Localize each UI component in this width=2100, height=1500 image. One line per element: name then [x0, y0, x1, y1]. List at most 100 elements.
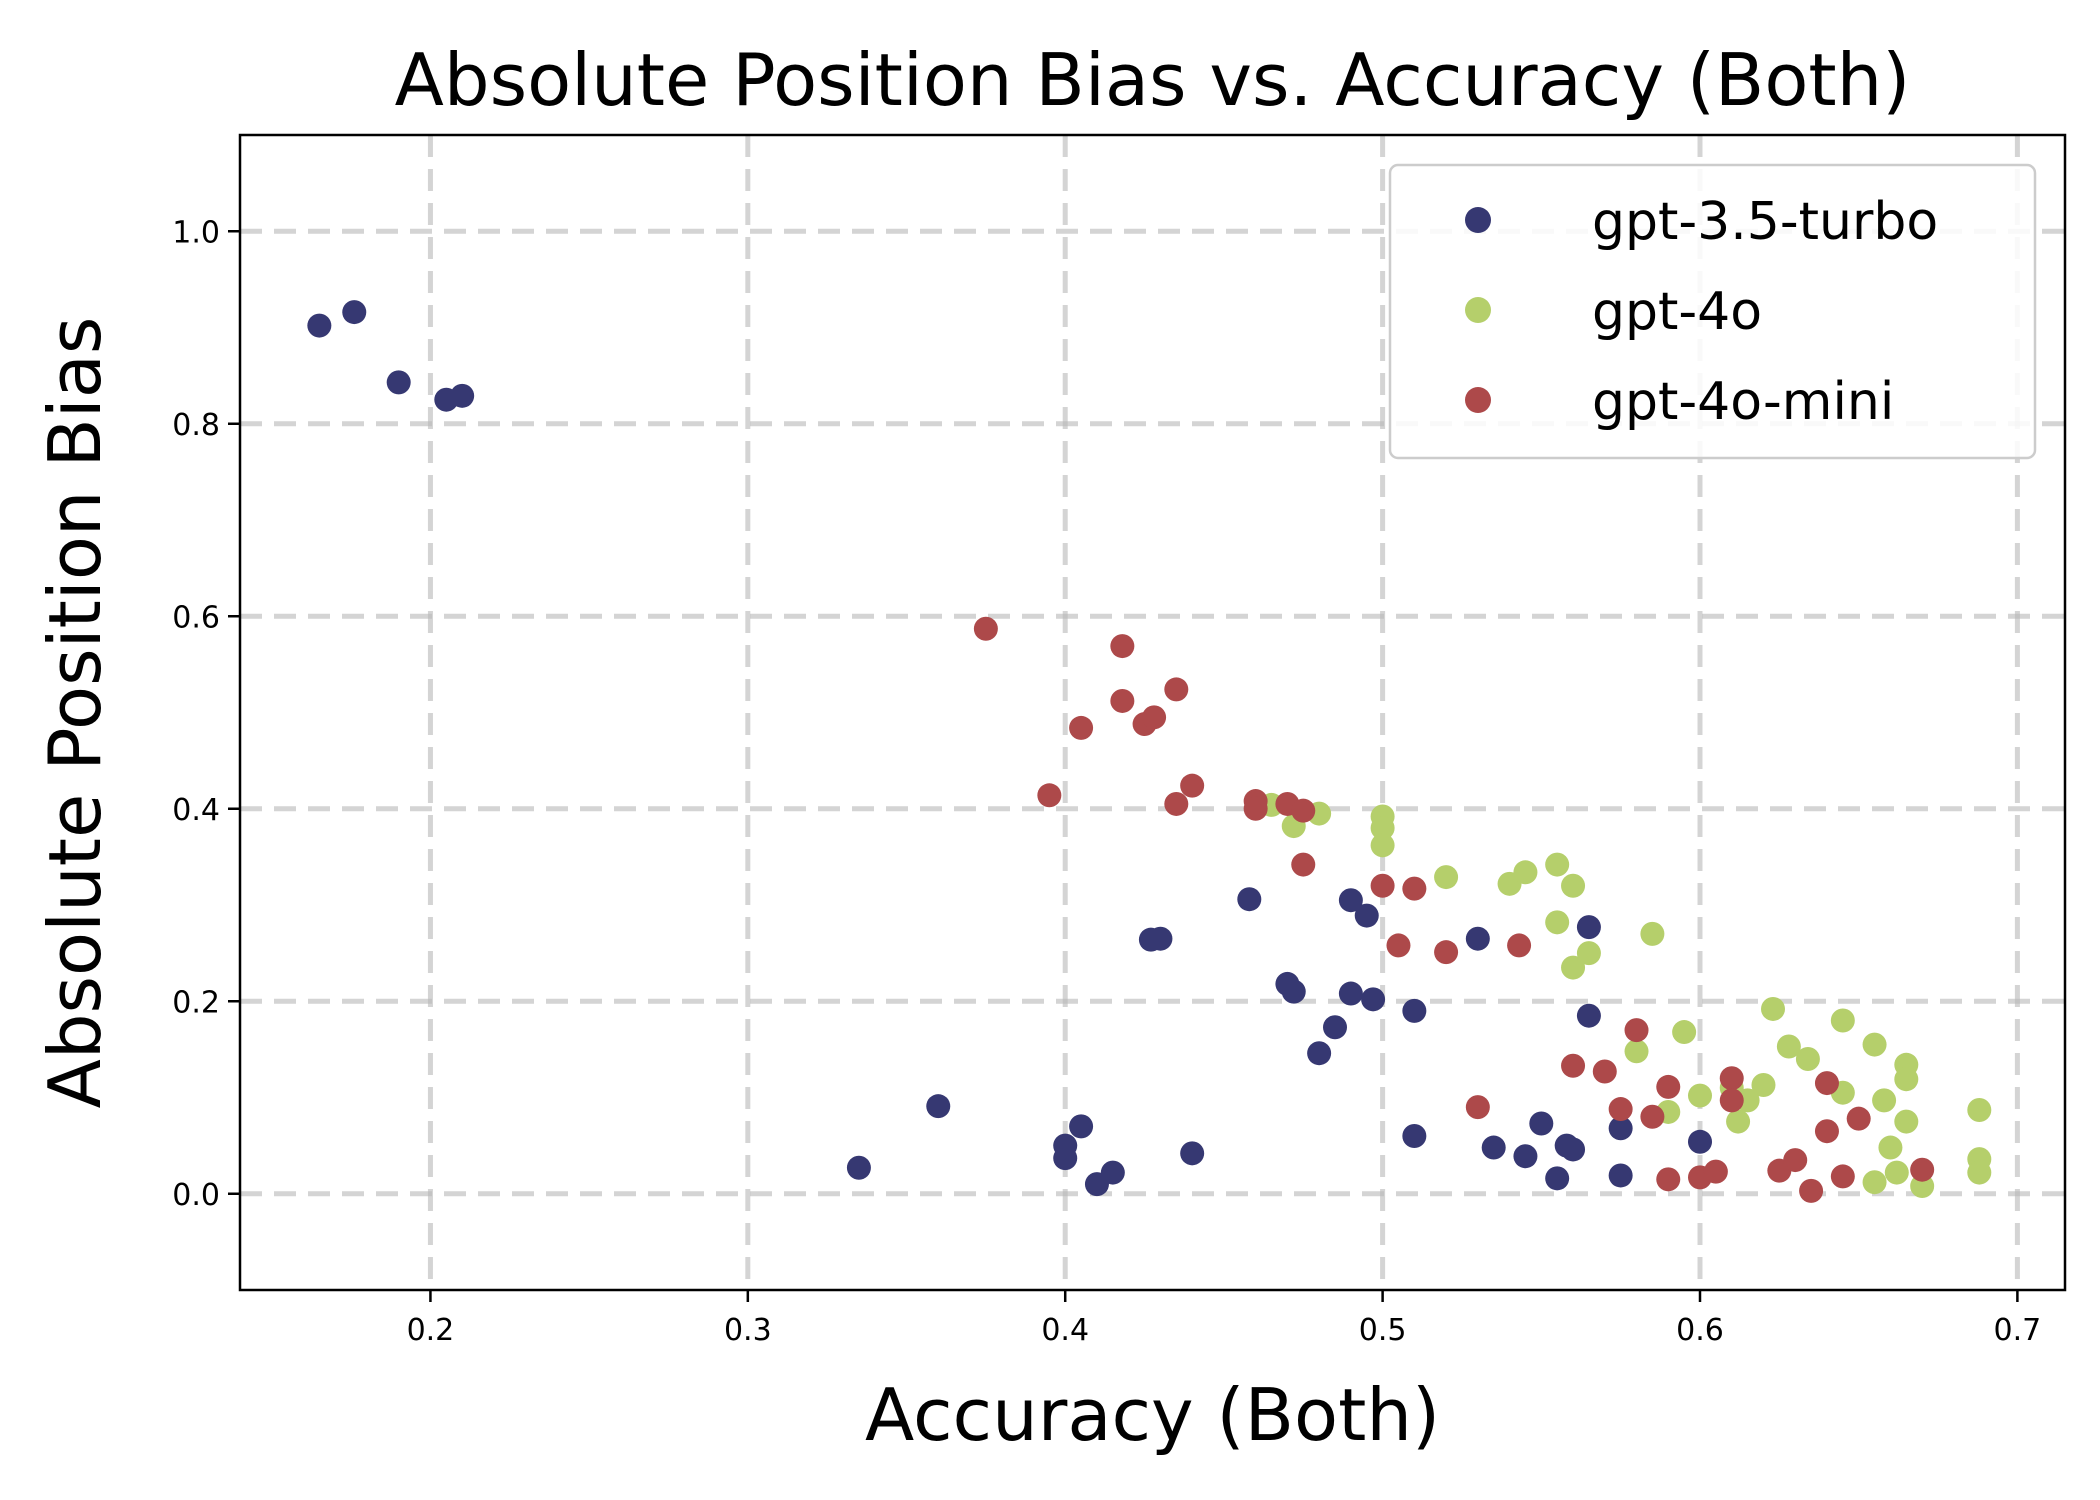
data-point [1110, 688, 1135, 713]
data-point [1846, 1106, 1871, 1131]
data-point [1361, 987, 1386, 1012]
data-points [307, 300, 1992, 1203]
x-tick-label: 0.4 [1041, 1313, 1089, 1348]
data-point [1164, 791, 1189, 816]
data-point [1370, 873, 1395, 898]
axis-ticks: 0.2 0.3 0.4 0.5 0.6 0.7 0.0 0.2 0.4 0.6 0.8 1.0 [172, 215, 2041, 1348]
data-point [846, 1155, 871, 1180]
data-point [1830, 1164, 1855, 1189]
data-point [1703, 1159, 1728, 1184]
legend: gpt-3.5-turbo gpt-4o gpt-4o-mini [1388, 163, 2037, 460]
data-point [1967, 1098, 1992, 1123]
data-point [1967, 1160, 1992, 1185]
x-axis-label: Accuracy (Both) [865, 1373, 1440, 1457]
data-point [386, 370, 411, 395]
data-point [1402, 998, 1427, 1023]
plot-frame [238, 133, 2067, 1292]
data-point [1386, 933, 1411, 958]
data-point [1814, 1119, 1839, 1144]
x-tick-label: 0.6 [1676, 1313, 1724, 1348]
data-point [1402, 1124, 1427, 1148]
data-point [1434, 865, 1459, 890]
data-point [1894, 1067, 1919, 1092]
x-tick-label: 0.3 [724, 1313, 772, 1348]
data-point [1180, 773, 1205, 798]
data-point [1481, 1135, 1506, 1160]
data-point [1370, 816, 1395, 840]
data-point [1776, 1034, 1801, 1059]
data-point [1884, 1160, 1909, 1185]
data-point [1624, 1039, 1649, 1064]
x-tick-label: 0.5 [1359, 1313, 1407, 1348]
data-point [1688, 1083, 1712, 1108]
data-point [1243, 796, 1268, 821]
legend-label: gpt-3.5-turbo [1592, 192, 1938, 252]
chart-title: Absolute Position Bias vs. Accuracy (Bot… [395, 38, 1911, 122]
legend-box [1388, 163, 2037, 460]
data-point [1608, 1116, 1633, 1141]
data-point [1561, 1137, 1586, 1162]
y-tick-label: 0.4 [172, 793, 220, 828]
data-point [1142, 705, 1167, 730]
data-point [1783, 1148, 1808, 1173]
data-point [1354, 903, 1379, 928]
data-point [1688, 1129, 1712, 1154]
x-tick-label: 0.2 [407, 1313, 455, 1348]
data-point [1323, 1015, 1347, 1040]
data-point [450, 383, 475, 408]
data-point [1862, 1170, 1887, 1195]
data-point [1545, 852, 1570, 877]
data-point [1164, 677, 1189, 702]
data-point [1814, 1071, 1839, 1096]
data-point [1529, 1111, 1554, 1136]
data-point [1507, 933, 1532, 958]
data-point [1656, 1167, 1681, 1192]
y-tick-label: 0.2 [172, 985, 220, 1020]
data-point [1576, 941, 1601, 966]
legend-items: gpt-3.5-turbo gpt-4o gpt-4o-mini [1465, 192, 1938, 432]
data-point [1894, 1109, 1919, 1134]
data-point [1862, 1032, 1887, 1057]
y-tick-label: 1.0 [172, 215, 220, 250]
legend-label: gpt-4o [1592, 282, 1762, 342]
data-point [1053, 1146, 1078, 1171]
data-point [342, 300, 367, 325]
data-point [1037, 783, 1062, 808]
y-tick-label: 0.0 [172, 1178, 220, 1213]
data-point [1872, 1088, 1897, 1113]
data-point [1513, 1144, 1538, 1169]
data-point [1100, 1160, 1125, 1185]
data-point [926, 1094, 951, 1119]
data-point [1069, 715, 1094, 740]
data-point [1656, 1074, 1681, 1099]
data-point [1726, 1109, 1751, 1134]
data-point [1465, 1095, 1490, 1120]
data-point [1624, 1018, 1649, 1043]
data-point [1795, 1047, 1820, 1071]
data-point [1069, 1114, 1094, 1139]
y-tick-label: 0.8 [172, 408, 220, 443]
data-point [1608, 1163, 1633, 1188]
data-point [1561, 955, 1586, 980]
data-point [1719, 1066, 1744, 1091]
data-point [1545, 1166, 1570, 1191]
data-point [1910, 1157, 1935, 1182]
data-point [1545, 910, 1570, 935]
data-point [1640, 921, 1665, 946]
data-point [1830, 1008, 1855, 1033]
legend-marker [1465, 207, 1491, 233]
legend-marker [1465, 387, 1491, 413]
data-point [1640, 1104, 1665, 1129]
data-point [1291, 798, 1316, 823]
data-point [1370, 833, 1395, 858]
data-point [1338, 888, 1363, 913]
data-point [1672, 1020, 1697, 1045]
data-point [1576, 1003, 1601, 1028]
data-point [1561, 873, 1586, 898]
data-point [1751, 1072, 1776, 1097]
data-point [1180, 1141, 1205, 1166]
data-point [1761, 996, 1785, 1021]
data-point [1307, 1041, 1332, 1066]
data-point [1237, 887, 1262, 912]
